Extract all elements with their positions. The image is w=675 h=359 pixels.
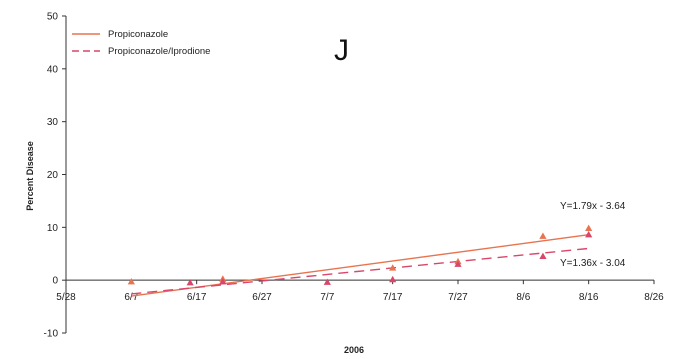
x-tick-label: 6/27: [252, 292, 272, 303]
x-tick-label: 8/16: [579, 292, 599, 303]
fit-line-propiconazole-iprodione: [131, 247, 589, 295]
x-tick-label: 5/28: [56, 292, 76, 303]
x-tick-label: 8/6: [516, 292, 530, 303]
x-tick-label: 7/27: [448, 292, 468, 303]
x-tick-label: 6/17: [187, 292, 207, 303]
data-point-propiconazole-iprodione: [585, 230, 593, 238]
fit-line-propiconazole: [131, 234, 589, 297]
fit-lines: [131, 234, 589, 297]
y-ticks: -10 0 10 20 30 40 50: [44, 12, 66, 340]
data-point-propiconazole: [127, 277, 135, 285]
legend-label-propiconazole-iprodione: Propiconazole/Iprodione: [108, 46, 210, 57]
x-tick-label: 7/7: [320, 292, 334, 303]
data-point-propiconazole-iprodione: [454, 260, 462, 267]
y-tick-label: 30: [47, 117, 59, 128]
legend: Propiconazole Propiconazole/Iprodione: [72, 29, 210, 57]
data-point-propiconazole: [539, 232, 547, 239]
y-tick-label: -10: [44, 329, 59, 340]
legend-label-propiconazole: Propiconazole: [108, 29, 168, 40]
y-tick-label: 50: [47, 12, 59, 23]
x-tick-label: 6/7: [124, 292, 138, 303]
x-tick-label: 8/26: [644, 292, 664, 303]
x-axis-title: 2006: [344, 345, 364, 355]
fit-equation-propiconazole: Y=1.79x - 3.64: [560, 201, 626, 212]
data-point-propiconazole-iprodione: [323, 278, 331, 285]
x-tick-label: 7/17: [383, 292, 403, 303]
y-tick-label: 0: [52, 276, 58, 287]
y-axis-title: Percent Disease: [25, 141, 35, 211]
data-point-propiconazole: [389, 264, 397, 271]
data-point-propiconazole-iprodione: [539, 252, 547, 259]
fit-equation-propiconazole-iprodione: Y=1.36x - 3.04: [560, 258, 626, 269]
data-point-propiconazole-iprodione: [219, 277, 227, 285]
y-tick-label: 20: [47, 170, 59, 181]
panel-label: J: [334, 34, 349, 67]
data-point-propiconazole-iprodione: [389, 275, 397, 283]
x-ticks: 5/28 6/7 6/17 6/27 7/7 7/17 7/27 8/6 8/16 8/26: [56, 280, 664, 303]
data-markers: [127, 224, 593, 286]
data-point-propiconazole: [585, 224, 593, 231]
y-tick-label: 10: [47, 223, 59, 234]
data-point-propiconazole-iprodione: [186, 279, 194, 286]
y-tick-label: 40: [47, 64, 59, 75]
